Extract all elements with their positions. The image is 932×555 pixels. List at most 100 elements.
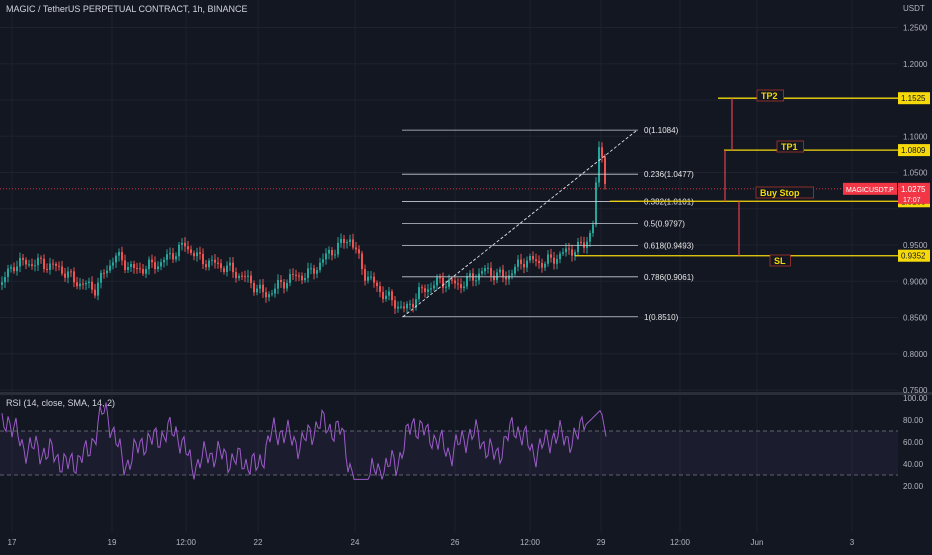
candle bbox=[7, 264, 9, 283]
candle-body bbox=[37, 257, 39, 266]
rsi-indicator-pane bbox=[0, 402, 898, 480]
price-axis-tick: 0.8500 bbox=[903, 314, 928, 323]
candle bbox=[400, 300, 402, 310]
candle-body bbox=[604, 156, 606, 184]
candle-body bbox=[25, 259, 27, 265]
candle bbox=[520, 253, 522, 270]
candle bbox=[79, 277, 81, 290]
candle-body bbox=[67, 271, 69, 278]
candle bbox=[133, 260, 135, 274]
price-axis-tick: 0.7500 bbox=[903, 386, 928, 395]
candle-body bbox=[493, 275, 495, 281]
candle bbox=[529, 253, 531, 264]
candle bbox=[274, 283, 276, 298]
pane-divider[interactable] bbox=[0, 392, 932, 395]
candle bbox=[13, 262, 15, 274]
candle-body bbox=[16, 266, 18, 272]
candle bbox=[25, 257, 27, 269]
candle bbox=[121, 246, 123, 266]
candle bbox=[460, 278, 462, 294]
candle-body bbox=[310, 268, 312, 270]
candle-body bbox=[574, 252, 576, 256]
candle-body bbox=[544, 263, 546, 268]
candle-body bbox=[22, 257, 24, 260]
candle-body bbox=[523, 263, 525, 268]
candle bbox=[205, 259, 207, 271]
candle-body bbox=[322, 259, 324, 263]
candle bbox=[505, 271, 507, 286]
rsi-axis-tick: 80.00 bbox=[903, 416, 924, 425]
candle bbox=[454, 277, 456, 289]
candle-body bbox=[13, 267, 15, 272]
candle-body bbox=[76, 282, 78, 287]
rsi-title[interactable]: RSI (14, close, SMA, 14, 2) bbox=[6, 398, 116, 408]
candle bbox=[163, 256, 165, 268]
fibonacci-retracement-tool[interactable]: 0(1.1084)0.236(1.0477)0.382(1.0101)0.5(0… bbox=[402, 126, 694, 322]
candle-body bbox=[106, 270, 108, 274]
candle bbox=[433, 280, 435, 291]
candle-body bbox=[49, 263, 51, 270]
pane-separator[interactable] bbox=[0, 392, 932, 395]
time-axis-tick: 29 bbox=[597, 538, 606, 547]
candle bbox=[361, 250, 363, 275]
candle bbox=[85, 280, 87, 291]
candle-body bbox=[406, 303, 408, 309]
candle-body bbox=[253, 283, 255, 293]
candle-body bbox=[367, 276, 369, 281]
candle-body bbox=[340, 238, 342, 243]
candle-body bbox=[211, 259, 213, 261]
price-axis-tick: 0.9500 bbox=[903, 241, 928, 250]
candle bbox=[343, 235, 345, 249]
candle bbox=[184, 237, 186, 252]
candle-body bbox=[412, 303, 414, 308]
candle-body bbox=[127, 267, 129, 270]
candle bbox=[466, 272, 468, 290]
candle-body bbox=[58, 265, 60, 267]
candle bbox=[364, 264, 366, 286]
candle bbox=[88, 277, 90, 289]
candle bbox=[157, 261, 159, 272]
candle-body bbox=[19, 257, 21, 267]
candle bbox=[478, 268, 480, 285]
candle-body bbox=[355, 247, 357, 250]
candle bbox=[553, 252, 555, 270]
candle-body bbox=[439, 277, 441, 279]
candle bbox=[277, 274, 279, 295]
time-axis-tick: 12:00 bbox=[176, 538, 197, 547]
candle-body bbox=[169, 253, 171, 255]
candle bbox=[316, 267, 318, 279]
candle bbox=[232, 256, 234, 278]
candle-body bbox=[568, 248, 570, 250]
candle-body bbox=[442, 277, 444, 288]
candle-body bbox=[199, 252, 201, 254]
candle bbox=[313, 264, 315, 280]
trade-label-box bbox=[755, 186, 814, 199]
candle-body bbox=[418, 287, 420, 300]
candle bbox=[604, 153, 606, 190]
candle-body bbox=[553, 257, 555, 264]
price-tag-text: 0.9352 bbox=[901, 252, 926, 261]
candle-body bbox=[331, 250, 333, 256]
candle bbox=[367, 271, 369, 284]
candle-body bbox=[163, 259, 165, 263]
candle bbox=[253, 280, 255, 296]
candle-body bbox=[541, 263, 543, 268]
candle bbox=[370, 271, 372, 281]
candle bbox=[73, 267, 75, 288]
candle bbox=[580, 236, 582, 246]
symbol-title[interactable]: MAGIC / TetherUS PERPETUAL CONTRACT, 1h,… bbox=[6, 4, 248, 14]
candle-body bbox=[382, 291, 384, 300]
candle bbox=[535, 253, 537, 267]
candle-body bbox=[601, 147, 603, 157]
candle-body bbox=[235, 272, 237, 279]
candle-body bbox=[145, 269, 147, 274]
symbol-tag-text: MAGICUSDT.P bbox=[846, 187, 894, 194]
candle-body bbox=[118, 252, 120, 256]
candle bbox=[373, 272, 375, 288]
candle-body bbox=[454, 280, 456, 284]
price-tag-text: 1.1525 bbox=[901, 94, 926, 103]
candle bbox=[463, 281, 465, 292]
